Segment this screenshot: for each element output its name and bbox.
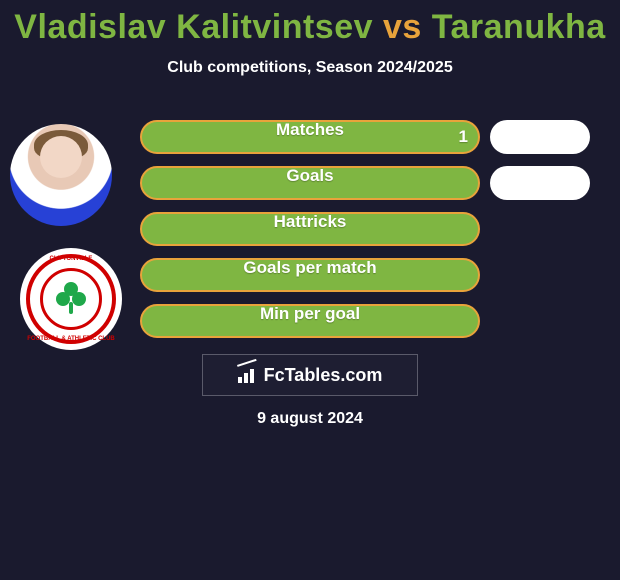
stat-row: Hattricks (140, 212, 480, 246)
date-label: 9 august 2024 (0, 410, 620, 428)
stat-row: Goals per match (140, 258, 480, 292)
player2-bar (490, 166, 590, 200)
title-player1: Vladislav Kalitvintsev (14, 8, 373, 46)
subtitle: Club competitions, Season 2024/2025 (0, 59, 620, 77)
shamrock-icon (54, 282, 88, 316)
title-player2: Taranukha (432, 8, 606, 46)
title-vs: vs (383, 8, 422, 46)
stat-label: Goals (140, 166, 480, 186)
comparison-bars: Matches1 Goals Hattricks Goals per match Min… (140, 120, 480, 350)
player2-bars (490, 120, 590, 350)
stat-label: Min per goal (140, 304, 480, 324)
player2-club-badge: CLIFTONVILLE FOOTBALL & ATHLETIC CLUB (20, 248, 122, 350)
page-title: Vladislav Kalitvintsev vs Taranukha (0, 0, 620, 47)
avatars-column: CLIFTONVILLE FOOTBALL & ATHLETIC CLUB (10, 124, 122, 350)
stat-row: Goals (140, 166, 480, 200)
site-logo: FcTables.com (202, 354, 418, 396)
stat-label: Hattricks (140, 212, 480, 232)
badge-bottom-text: FOOTBALL & ATHLETIC CLUB (20, 336, 122, 342)
player1-avatar (10, 124, 112, 226)
bar-chart-icon (238, 367, 258, 383)
badge-top-text: CLIFTONVILLE (20, 256, 122, 262)
stat-label: Matches (140, 120, 480, 140)
stat-row: Min per goal (140, 304, 480, 338)
player2-bar (490, 120, 590, 154)
stat-label: Goals per match (140, 258, 480, 278)
player1-value: 1 (459, 127, 468, 147)
logo-text: FcTables.com (264, 365, 383, 386)
stat-row: Matches1 (140, 120, 480, 154)
